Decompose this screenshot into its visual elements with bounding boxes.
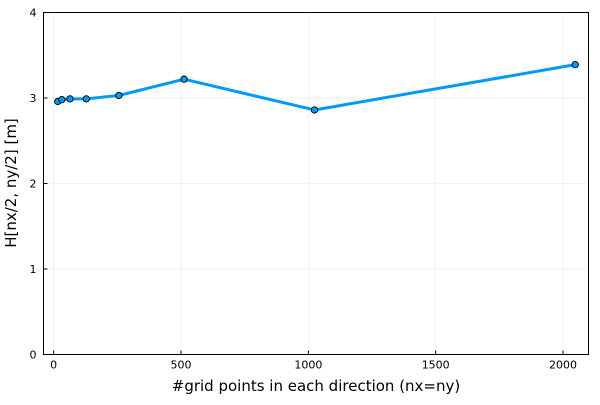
y-tick-label: 1 xyxy=(30,263,37,276)
y-ticks: 0 1 2 3 4 xyxy=(30,7,48,362)
y-axis-title: H[nx/2, ny/2] [m] xyxy=(2,118,20,248)
x-tick-label: 1000 xyxy=(294,359,322,372)
y-tick-label: 0 xyxy=(30,349,37,362)
data-point xyxy=(58,96,66,104)
data-point xyxy=(115,91,123,100)
series-line xyxy=(56,63,577,112)
data-point xyxy=(180,75,188,83)
data-point xyxy=(310,106,319,114)
x-tick-label: 1500 xyxy=(422,359,450,372)
y-tick-label: 2 xyxy=(30,178,37,191)
x-axis-title: #grid points in each direction (nx=ny) xyxy=(172,377,460,395)
x-tick-label: 500 xyxy=(171,359,192,372)
data-point xyxy=(571,61,579,69)
x-tick-label: 0 xyxy=(50,359,57,372)
y-tick-label: 3 xyxy=(30,92,37,105)
series-layer xyxy=(54,61,579,114)
grid-layer xyxy=(43,12,589,355)
data-point xyxy=(82,95,90,103)
y-tick-label: 4 xyxy=(30,7,37,20)
x-ticks: 0 500 1000 1500 2000 xyxy=(50,350,577,372)
x-tick-label: 2000 xyxy=(549,359,577,372)
data-point xyxy=(66,95,74,103)
